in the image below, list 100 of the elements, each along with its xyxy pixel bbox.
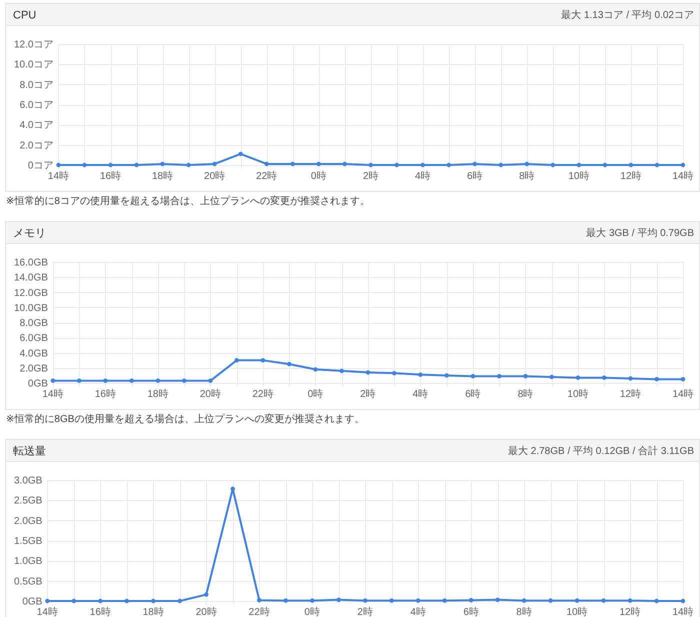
point — [129, 378, 134, 383]
x-tick-label: 4時 — [410, 606, 426, 617]
x-tick-label: 4時 — [412, 388, 428, 400]
point — [680, 598, 686, 604]
point — [336, 598, 341, 602]
x-tick-label: 18時 — [152, 170, 174, 182]
y-tick-label: 1.0GB — [14, 556, 43, 568]
x-tick-label: 4時 — [414, 170, 431, 182]
x-tick-label: 2時 — [360, 388, 376, 400]
y-tick-label: 2.0コア — [20, 140, 54, 152]
point — [468, 598, 474, 602]
x-tick-label: 6時 — [465, 388, 481, 400]
point — [124, 598, 130, 604]
x-tick-label: 6時 — [463, 606, 479, 617]
point — [495, 598, 500, 602]
point — [313, 367, 318, 372]
y-tick-label: 0コア — [28, 160, 54, 172]
point — [442, 598, 447, 603]
x-tick-label: 14時 — [48, 170, 70, 182]
y-tick-label: 14.0GB — [14, 272, 48, 284]
point — [264, 162, 269, 166]
point — [108, 162, 113, 168]
point — [574, 598, 580, 603]
x-tick-label: 6時 — [467, 170, 483, 182]
chart-title: 転送量 — [13, 446, 46, 458]
point — [340, 368, 344, 374]
point — [523, 374, 528, 378]
x-tick-label: 22時 — [256, 170, 278, 182]
point — [628, 376, 633, 381]
point — [257, 598, 262, 602]
text: ※恒常的に8コアの使用量を超える場合は、上位プランへの変更が推奨されます。 — [6, 195, 370, 207]
point — [418, 372, 423, 377]
point — [98, 598, 103, 604]
point — [182, 378, 186, 383]
point — [284, 598, 288, 603]
point — [498, 162, 504, 168]
point — [654, 377, 659, 382]
point — [416, 598, 420, 603]
point — [602, 376, 606, 380]
x-tick-label: 12時 — [620, 170, 642, 182]
point — [156, 378, 160, 383]
y-tick-label: 10.0コア — [14, 60, 54, 71]
point — [178, 598, 182, 604]
point — [550, 374, 554, 380]
y-tick-label: 12.0コア — [14, 40, 54, 50]
y-tick-label: 12.0GB — [14, 288, 48, 299]
point — [362, 598, 368, 603]
point — [316, 162, 321, 166]
y-tick-label: 6.0GB — [20, 333, 48, 344]
point — [550, 162, 556, 168]
x-tick-label: 8時 — [519, 170, 535, 182]
point — [394, 162, 399, 168]
point — [392, 370, 396, 376]
point — [238, 152, 243, 156]
point — [522, 598, 526, 603]
x-tick-label: 0時 — [304, 606, 320, 617]
x-tick-label: 8時 — [518, 388, 534, 400]
point — [72, 598, 76, 604]
x-tick-label: 18時 — [147, 388, 168, 400]
point — [472, 162, 478, 166]
point — [601, 598, 606, 603]
x-tick-label: 20時 — [200, 388, 222, 400]
point — [212, 162, 217, 166]
point — [82, 162, 87, 168]
point — [420, 162, 425, 168]
point — [342, 162, 347, 166]
y-tick-label: 10.0GB — [14, 302, 48, 314]
chart-title: メモリ — [13, 228, 46, 240]
chart-subtitle: 最大 1.13コア / 平均 0.02コア — [561, 9, 694, 21]
point — [204, 592, 208, 597]
x-tick-label: 22時 — [248, 606, 270, 617]
point — [103, 378, 108, 383]
y-tick-label: 0GB — [22, 596, 43, 608]
y-tick-label: 8.0GB — [20, 318, 48, 329]
x-tick-label: 14時 — [672, 606, 694, 617]
point — [134, 162, 139, 168]
point — [576, 162, 582, 168]
point — [524, 162, 530, 166]
point — [287, 362, 292, 366]
point — [290, 162, 295, 166]
point — [548, 598, 553, 603]
y-tick-label: 0GB — [28, 378, 48, 390]
x-tick-label: 16時 — [94, 388, 116, 400]
point — [56, 162, 61, 168]
point — [576, 376, 580, 380]
x-tick-label: 14時 — [672, 170, 694, 182]
y-tick-label: 4.0コア — [20, 120, 54, 132]
y-tick-label: 2.5GB — [14, 496, 43, 507]
x-tick-label: 14時 — [36, 606, 58, 617]
point — [444, 373, 449, 378]
x-tick-label: 16時 — [90, 606, 111, 617]
x-tick-label: 16時 — [100, 170, 122, 182]
point — [446, 162, 451, 168]
y-tick-label: 6.0コア — [20, 100, 54, 111]
x-tick-label: 10時 — [566, 606, 588, 617]
y-tick-label: 1.5GB — [14, 536, 43, 547]
x-tick-label: 14時 — [672, 388, 694, 400]
x-tick-label: 14時 — [42, 388, 64, 400]
point — [680, 377, 686, 382]
y-tick-label: 0.5GB — [14, 576, 43, 588]
